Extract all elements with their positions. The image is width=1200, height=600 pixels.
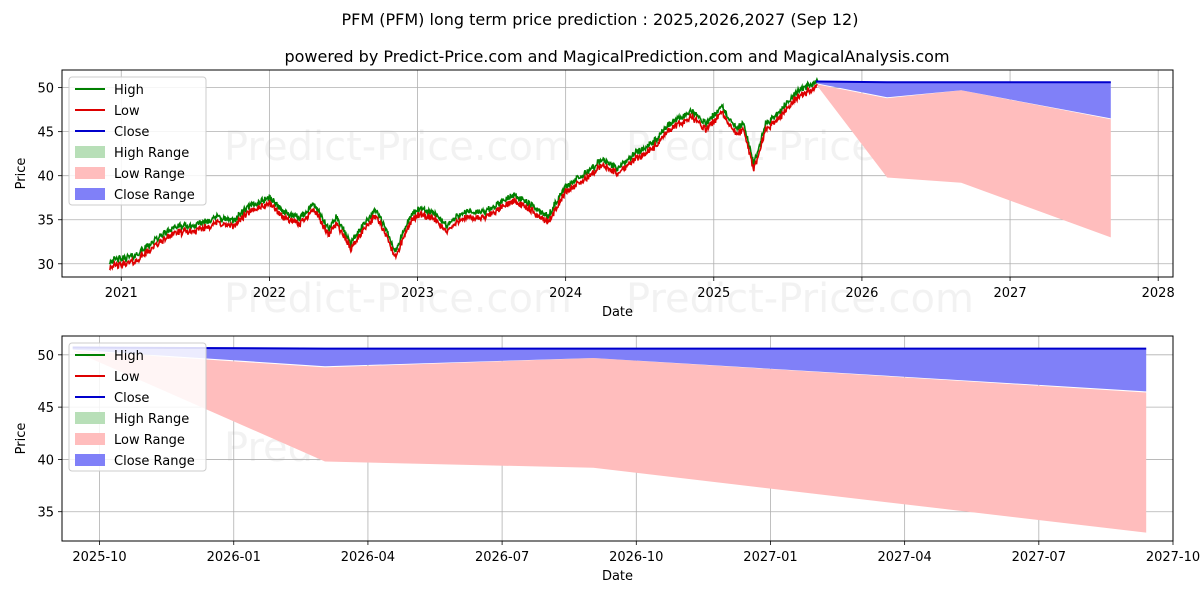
y-tick-label: 45 xyxy=(37,401,54,416)
legend-high-label: High xyxy=(114,349,144,364)
legend-low-label: Low xyxy=(114,370,140,385)
y-tick-label: 30 xyxy=(37,258,54,273)
legend-close-range-label: Close Range xyxy=(114,454,195,469)
legend-close-range-swatch xyxy=(75,188,105,200)
legend-low-label: Low xyxy=(114,104,140,119)
x-axis-label: Date xyxy=(602,569,633,584)
y-tick-label: 50 xyxy=(37,82,54,97)
x-tick-label: 2027 xyxy=(994,286,1027,301)
x-tick-label: 2022 xyxy=(253,286,286,301)
legend-high-range-swatch xyxy=(75,412,105,424)
x-tick-label: 2027-07 xyxy=(1012,550,1066,565)
legend-close-range-swatch xyxy=(75,454,105,466)
x-tick-label: 2026-01 xyxy=(207,550,261,565)
y-tick-label: 40 xyxy=(37,453,54,468)
x-tick-label: 2024 xyxy=(549,286,582,301)
plot-frame xyxy=(61,69,1174,278)
y-axis-label: Price xyxy=(14,423,29,455)
legend-high-range-label: High Range xyxy=(114,146,189,161)
y-tick-label: 45 xyxy=(37,126,54,141)
x-tick-label: 2026 xyxy=(845,286,878,301)
low-range-band xyxy=(72,350,1147,533)
legend-low-range-swatch xyxy=(75,167,105,179)
close-range-band xyxy=(816,81,1111,119)
x-tick-label: 2027-10 xyxy=(1146,550,1200,565)
legend-close-label: Close xyxy=(114,125,149,140)
legend-low-range-label: Low Range xyxy=(114,433,185,448)
legend-high-range-label: High Range xyxy=(114,412,189,427)
x-tick-label: 2027-04 xyxy=(877,550,931,565)
x-tick-label: 2026-04 xyxy=(341,550,395,565)
y-tick-label: 35 xyxy=(37,214,54,229)
chart-subtitle: powered by Predict-Price.com and Magical… xyxy=(284,47,949,66)
legend-low-range-label: Low Range xyxy=(114,167,185,182)
long-term-panel: Predict-Price.com Predict-Price.com Predic… xyxy=(14,69,1175,322)
y-tick-label: 40 xyxy=(37,170,54,185)
legend-close-range-label: Close Range xyxy=(114,188,195,203)
watermark-text: Predict-Price.com xyxy=(224,276,572,322)
x-tick-label: 2025 xyxy=(697,286,730,301)
close-series-line xyxy=(72,346,1147,350)
x-tick-label: 2021 xyxy=(105,286,138,301)
x-axis-label: Date xyxy=(602,305,633,320)
x-tick-label: 2028 xyxy=(1142,286,1175,301)
high-series-line xyxy=(108,76,819,266)
legend-low-range-swatch xyxy=(75,433,105,445)
watermark-text: Predict-Price.com xyxy=(224,124,572,170)
watermark-text: Predict-Price.com xyxy=(626,276,974,322)
legend-high-label: High xyxy=(114,83,144,98)
chart-title: PFM (PFM) long term price prediction : 2… xyxy=(342,10,859,29)
close-series-line xyxy=(815,80,1111,84)
x-tick-label: 2025-10 xyxy=(72,550,126,565)
x-tick-label: 2023 xyxy=(401,286,434,301)
x-tick-label: 2026-07 xyxy=(475,550,529,565)
forecast-zoom-panel: Predict-Price.comPredict-Price.com2025-1… xyxy=(14,335,1200,584)
x-tick-label: 2026-10 xyxy=(609,550,663,565)
y-tick-label: 50 xyxy=(37,349,54,364)
low-range-band xyxy=(816,84,1111,238)
y-tick-label: 35 xyxy=(37,506,54,521)
legend-high-range-swatch xyxy=(75,146,105,158)
y-axis-label: Price xyxy=(14,158,29,190)
plot-frame xyxy=(61,335,1174,542)
legend-close-label: Close xyxy=(114,391,149,406)
x-tick-label: 2027-01 xyxy=(743,550,797,565)
close-range-band xyxy=(72,347,1147,392)
low-series-line xyxy=(108,83,818,271)
